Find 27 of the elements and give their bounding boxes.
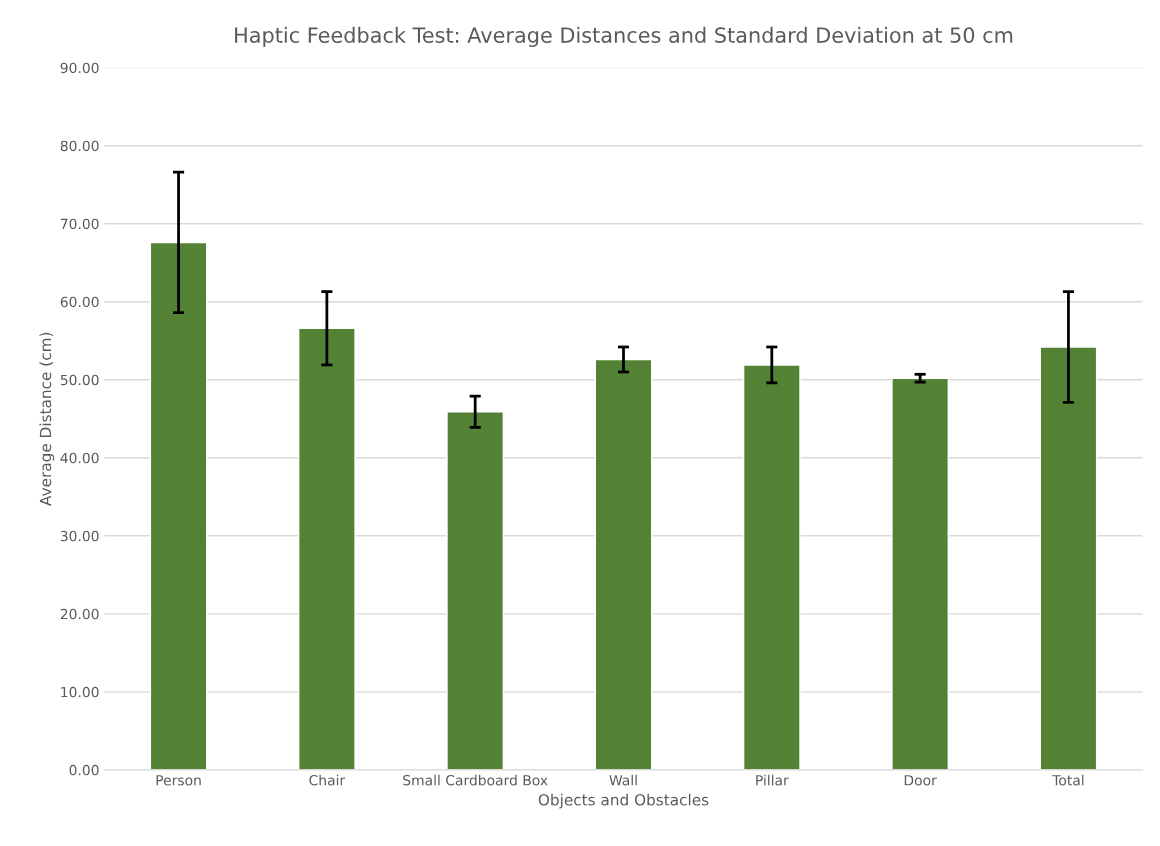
- x-tick-label: Small Cardboard Box: [403, 774, 548, 786]
- bar: [742, 364, 801, 770]
- y-tick-label: 0.00: [69, 764, 99, 776]
- x-tick-label: Door: [904, 775, 937, 786]
- chart-title: Haptic Feedback Test: Average Distances and Standard Deviation at 50 cm: [235, 26, 1013, 48]
- bar: [891, 377, 950, 770]
- y-tick-label: 50.00: [60, 374, 99, 386]
- bar: [1039, 346, 1098, 770]
- y-tick-label: 10.00: [61, 686, 99, 698]
- x-tick-label: Person: [156, 775, 201, 786]
- bar: [297, 327, 356, 770]
- x-axis-title: Objects and Obstacles: [538, 793, 709, 809]
- y-axis-title: Average Distance (cm): [39, 332, 55, 506]
- bar: [446, 411, 505, 770]
- y-tick-label: 80.00: [60, 140, 99, 152]
- bar: [149, 241, 208, 770]
- y-tick-label: 60.00: [60, 296, 99, 308]
- x-tick-label: Total: [1052, 774, 1084, 786]
- bar: [594, 358, 653, 770]
- y-tick-label: 40.00: [60, 452, 99, 464]
- x-tick-label: Pillar: [756, 774, 789, 786]
- x-tick-label: Wall: [609, 774, 637, 786]
- y-tick-label: 70.00: [60, 218, 99, 230]
- y-tick-label: 30.00: [60, 530, 99, 542]
- x-tick-label: Chair: [309, 774, 346, 786]
- y-tick-label: 90.00: [60, 62, 99, 74]
- y-tick-label: 20.00: [60, 608, 99, 620]
